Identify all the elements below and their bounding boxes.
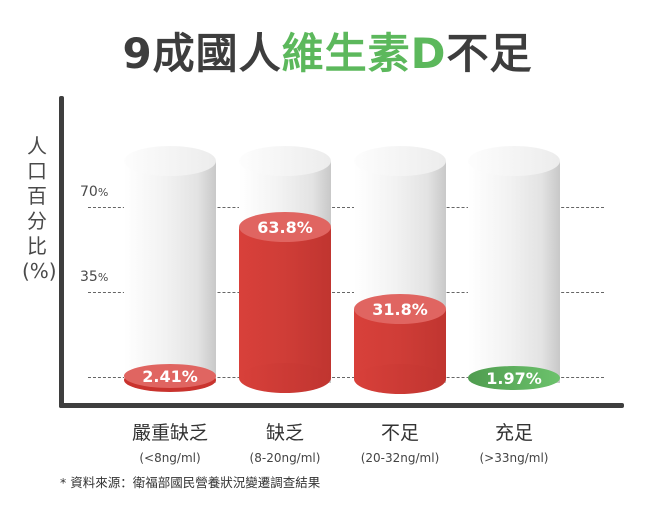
gridline-35: [88, 292, 604, 293]
category-label-1: 嚴重缺乏 (<8ng/ml): [131, 422, 208, 465]
y-axis-line: [59, 96, 64, 408]
category-label-2: 缺乏 (8-20ng/ml): [249, 422, 321, 465]
y-label-char: 人: [27, 134, 47, 158]
category-label-3: 不足 (20-32ng/ml): [360, 422, 440, 465]
category-label-4: 充足 (>33ng/ml): [479, 422, 549, 465]
y-label-char: 比: [27, 234, 47, 258]
chart-title: 9成國人維生素D不足: [0, 24, 655, 84]
bar-label: 1.97%: [468, 366, 560, 390]
y-axis-label: 人 口 百 分 比 (%): [22, 134, 57, 284]
title-part-3: 不足: [446, 29, 533, 78]
y-label-char: 分: [27, 209, 47, 233]
y-tick-70: 70%: [80, 184, 109, 200]
y-tick-35: 35%: [80, 269, 109, 285]
bar-label: 63.8%: [239, 212, 331, 242]
cylinder-bg-4: [468, 146, 560, 386]
bar-label: 31.8%: [354, 294, 446, 324]
y-label-char: 口: [27, 159, 47, 183]
cylinder-bg-1: [124, 146, 216, 386]
title-part-2: 維生素D: [281, 29, 447, 78]
bar-label: 2.41%: [124, 364, 216, 388]
title-part-1: 9成國人: [122, 29, 282, 78]
gridline-70: [88, 207, 604, 208]
x-axis-line: [59, 403, 624, 408]
bar-severe-deficiency: 2.41%: [124, 364, 216, 392]
y-label-char: (%): [22, 259, 57, 283]
gridline-0: [88, 377, 604, 378]
y-label-char: 百: [27, 184, 47, 208]
bar-sufficient: 1.97%: [468, 366, 560, 392]
source-note: * 資料來源：衛福部國民營養狀況變遷調查結果: [60, 475, 321, 490]
